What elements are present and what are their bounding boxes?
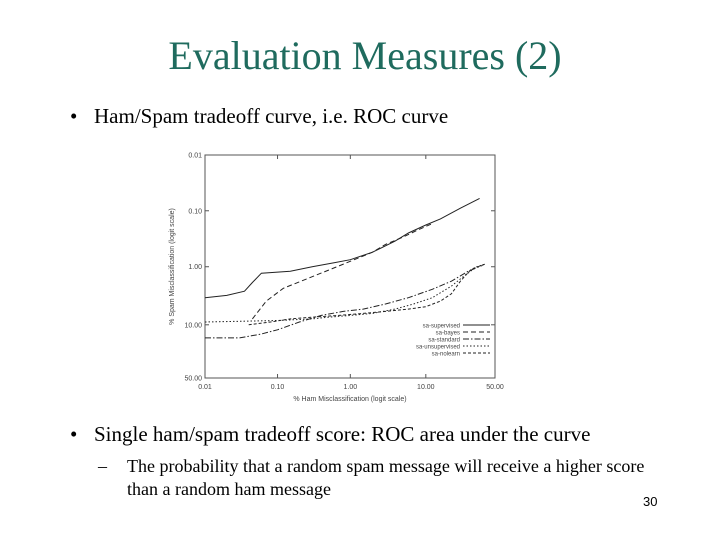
legend-label: sa-bayes: [436, 331, 460, 337]
sub-bullet-line-2: than a random ham message: [127, 479, 331, 499]
y-tick-label: 10.00: [184, 322, 202, 329]
sub-bullet-line-1: The probability that a random spam messa…: [127, 456, 645, 476]
series-line-sa-bayes: [252, 223, 433, 320]
legend-label: sa-nolearn: [432, 352, 460, 358]
x-tick-label: 50.00: [486, 384, 504, 391]
y-tick-label: 1.00: [188, 264, 202, 271]
dash-marker: –: [98, 456, 107, 476]
x-tick-label: 0.01: [198, 384, 212, 391]
series-line-sa-unsupervised: [204, 263, 485, 323]
y-axis-label: % Spam Misclassification (logit scale): [169, 208, 176, 325]
legend-label: sa-supervised: [423, 324, 460, 330]
bullet-text: Ham/Spam tradeoff curve, i.e. ROC curve: [94, 104, 449, 128]
y-tick-label: 50.00: [184, 376, 202, 383]
bullet-marker: •: [70, 104, 78, 128]
x-tick-label: 10.00: [417, 384, 435, 391]
x-axis-label: % Ham Misclassification (logit scale): [293, 396, 406, 403]
x-tick-label: 1.00: [344, 384, 358, 391]
roc-chart: 0.01 0.10 1.00 10.00 50.000.010.101.0010.005…: [169, 153, 504, 404]
legend-label: sa-unsupervised: [416, 345, 460, 351]
page-number: 30: [643, 494, 658, 509]
bullet-text: Single ham/spam tradeoff score: ROC area…: [94, 422, 591, 446]
x-tick-label: 0.10: [271, 384, 285, 391]
y-tick-label: 0.01: [188, 153, 202, 160]
series-line-sa-nolearn: [248, 263, 485, 326]
slide-title: Evaluation Measures (2): [168, 33, 562, 78]
y-tick-label: 0.10: [188, 208, 202, 215]
legend-label: sa-standard: [428, 338, 460, 344]
bullet-marker: •: [70, 422, 78, 446]
series-line-sa-standard: [205, 265, 483, 339]
series-line-sa-supervised: [204, 197, 480, 299]
